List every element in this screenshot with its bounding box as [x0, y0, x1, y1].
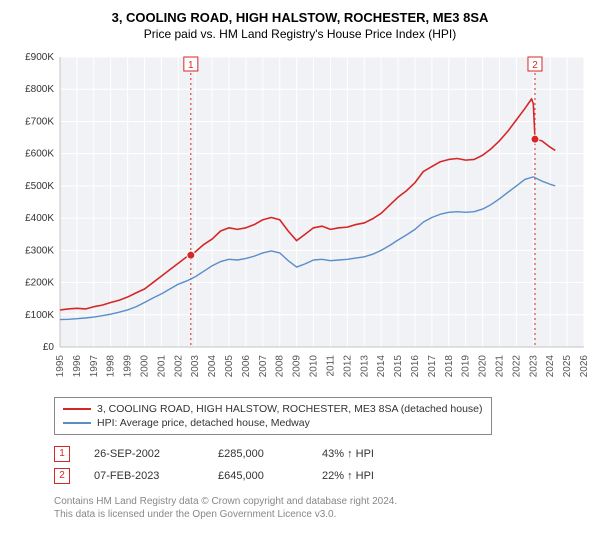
- svg-text:2004: 2004: [207, 355, 218, 378]
- sale-event-row: 2 07-FEB-2023 £645,000 22% ↑ HPI: [54, 465, 588, 487]
- legend: 3, COOLING ROAD, HIGH HALSTOW, ROCHESTER…: [54, 397, 492, 435]
- svg-text:1996: 1996: [72, 355, 83, 378]
- svg-text:2026: 2026: [579, 355, 588, 378]
- legend-item: 3, COOLING ROAD, HIGH HALSTOW, ROCHESTER…: [63, 402, 483, 416]
- svg-text:1: 1: [188, 60, 194, 71]
- svg-text:2017: 2017: [427, 355, 438, 378]
- svg-text:2008: 2008: [275, 355, 286, 378]
- svg-text:2015: 2015: [393, 355, 404, 378]
- legend-swatch: [63, 408, 91, 410]
- svg-text:1998: 1998: [106, 355, 117, 378]
- svg-text:£600K: £600K: [25, 149, 54, 160]
- svg-text:2010: 2010: [309, 355, 320, 378]
- svg-text:£300K: £300K: [25, 245, 54, 256]
- svg-text:2014: 2014: [376, 355, 387, 378]
- svg-text:1999: 1999: [123, 355, 134, 378]
- chart-subtitle: Price paid vs. HM Land Registry's House …: [12, 27, 588, 41]
- svg-text:2000: 2000: [140, 355, 151, 378]
- footnote-line-1: Contains HM Land Registry data © Crown c…: [54, 495, 588, 508]
- svg-text:£400K: £400K: [25, 213, 54, 224]
- svg-text:2002: 2002: [173, 355, 184, 378]
- svg-text:2: 2: [532, 60, 538, 71]
- svg-text:2003: 2003: [190, 355, 201, 378]
- svg-text:2006: 2006: [241, 355, 252, 378]
- svg-text:£200K: £200K: [25, 278, 54, 289]
- footnote: Contains HM Land Registry data © Crown c…: [54, 495, 588, 521]
- svg-text:2025: 2025: [562, 355, 573, 378]
- svg-text:2021: 2021: [494, 355, 505, 378]
- line-chart-svg: £0 £100K £200K £300K £400K £500K £600K £700K £80…: [12, 49, 588, 389]
- sale-events-table: 1 26-SEP-2002 £285,000 43% ↑ HPI 2 07-FEB-202…: [54, 443, 588, 487]
- legend-item: HPI: Average price, detached house, Medw…: [63, 416, 483, 430]
- svg-text:2012: 2012: [342, 355, 353, 378]
- event-relative: 43% ↑ HPI: [322, 448, 374, 460]
- chart-title: 3, COOLING ROAD, HIGH HALSTOW, ROCHESTER…: [12, 10, 588, 25]
- svg-text:2009: 2009: [292, 355, 303, 378]
- legend-swatch: [63, 422, 91, 424]
- svg-text:2023: 2023: [528, 355, 539, 378]
- svg-text:2005: 2005: [224, 355, 235, 378]
- legend-label: HPI: Average price, detached house, Medw…: [97, 417, 310, 429]
- svg-text:£100K: £100K: [25, 310, 54, 321]
- event-relative: 22% ↑ HPI: [322, 470, 374, 482]
- chart-area: £0 £100K £200K £300K £400K £500K £600K £700K £80…: [12, 49, 588, 389]
- svg-text:£800K: £800K: [25, 84, 54, 95]
- event-date: 07-FEB-2023: [94, 470, 194, 482]
- sale-event-row: 1 26-SEP-2002 £285,000 43% ↑ HPI: [54, 443, 588, 465]
- svg-text:£700K: £700K: [25, 116, 54, 127]
- svg-text:£900K: £900K: [25, 52, 54, 63]
- svg-text:2022: 2022: [511, 355, 522, 378]
- svg-text:2016: 2016: [410, 355, 421, 378]
- svg-text:2018: 2018: [444, 355, 455, 378]
- event-marker: 2: [54, 468, 70, 484]
- event-marker: 1: [54, 446, 70, 462]
- svg-text:£0: £0: [43, 342, 55, 353]
- event-price: £285,000: [218, 448, 298, 460]
- svg-text:2011: 2011: [325, 355, 336, 377]
- legend-label: 3, COOLING ROAD, HIGH HALSTOW, ROCHESTER…: [97, 403, 483, 415]
- event-price: £645,000: [218, 470, 298, 482]
- footnote-line-2: This data is licensed under the Open Gov…: [54, 508, 588, 521]
- svg-text:2001: 2001: [156, 355, 167, 378]
- event-date: 26-SEP-2002: [94, 448, 194, 460]
- svg-text:1997: 1997: [89, 355, 100, 378]
- svg-text:2024: 2024: [545, 355, 556, 378]
- svg-text:1995: 1995: [55, 355, 66, 378]
- svg-text:2019: 2019: [461, 355, 472, 378]
- svg-text:2013: 2013: [359, 355, 370, 378]
- svg-text:2020: 2020: [478, 355, 489, 378]
- svg-text:£500K: £500K: [25, 181, 54, 192]
- svg-text:2007: 2007: [258, 355, 269, 378]
